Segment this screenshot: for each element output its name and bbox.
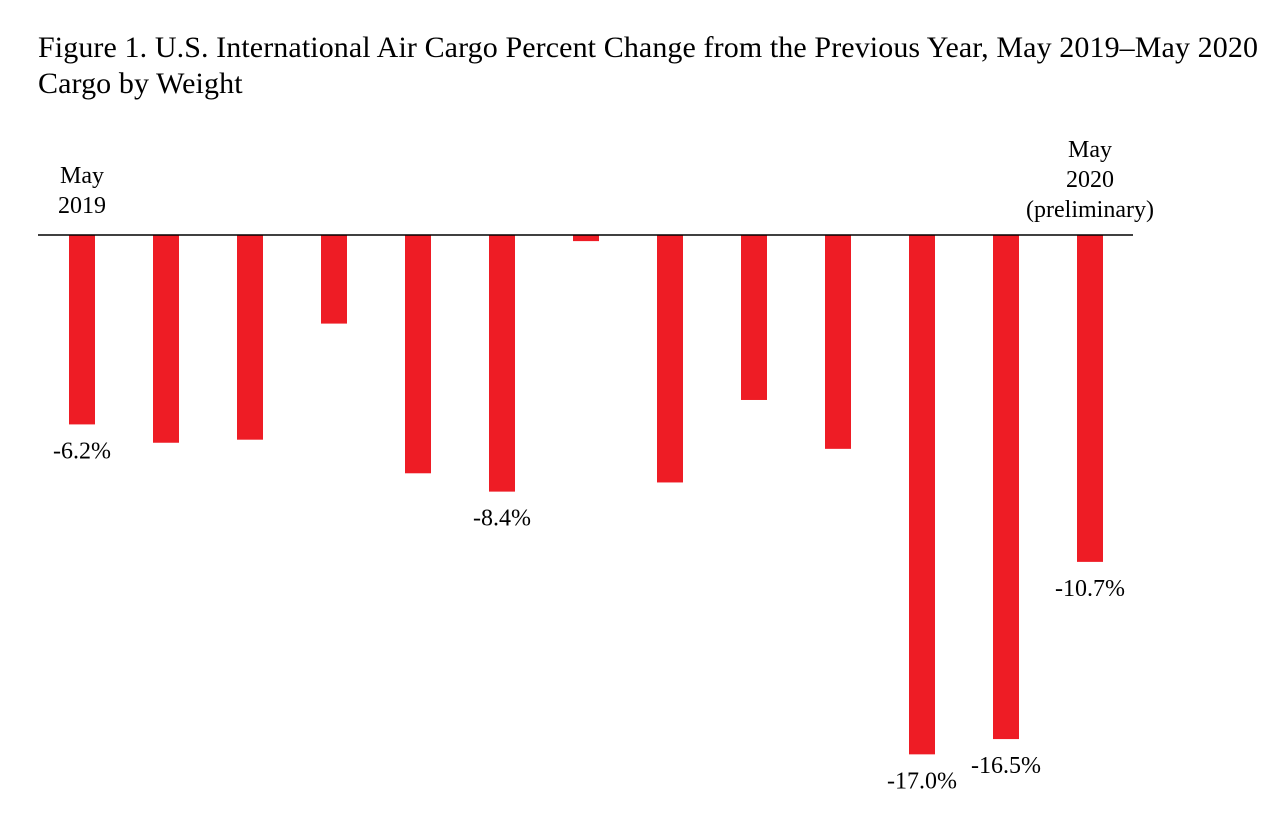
category-labels-group: May 2019 May 2020 (preliminary) — [58, 137, 1154, 223]
bar-0 — [69, 235, 95, 425]
data-label-12: -10.7% — [1055, 576, 1125, 602]
bars-group — [69, 235, 1103, 755]
data-label-10: -17.0% — [887, 768, 957, 794]
category-label-last-line-2: (preliminary) — [1026, 197, 1154, 223]
bar-8 — [741, 235, 767, 400]
data-labels-group: -6.2% -8.4% -17.0% -16.5% -10.7% — [53, 438, 1125, 794]
bar-6 — [573, 235, 599, 242]
bar-3 — [321, 235, 347, 324]
chart-title-block: Figure 1. U.S. International Air Cargo P… — [38, 30, 1258, 102]
category-label-first-line-0: May — [60, 163, 104, 189]
bar-11 — [993, 235, 1019, 740]
data-label-0: -6.2% — [53, 438, 111, 464]
data-label-5: -8.4% — [473, 506, 531, 532]
bar-10 — [909, 235, 935, 755]
bar-5 — [489, 235, 515, 492]
bar-12 — [1077, 235, 1103, 562]
chart-subtitle: Cargo by Weight — [38, 67, 243, 100]
bar-4 — [405, 235, 431, 474]
bar-7 — [657, 235, 683, 483]
chart-title: Figure 1. U.S. International Air Cargo P… — [38, 31, 1259, 64]
data-label-11: -16.5% — [971, 753, 1041, 779]
bar-1 — [153, 235, 179, 443]
category-label-first-line-1: 2019 — [58, 193, 106, 219]
category-label-last-line-1: 2020 — [1066, 167, 1114, 193]
bar-9 — [825, 235, 851, 449]
category-label-last-line-0: May — [1068, 137, 1112, 163]
bar-2 — [237, 235, 263, 440]
